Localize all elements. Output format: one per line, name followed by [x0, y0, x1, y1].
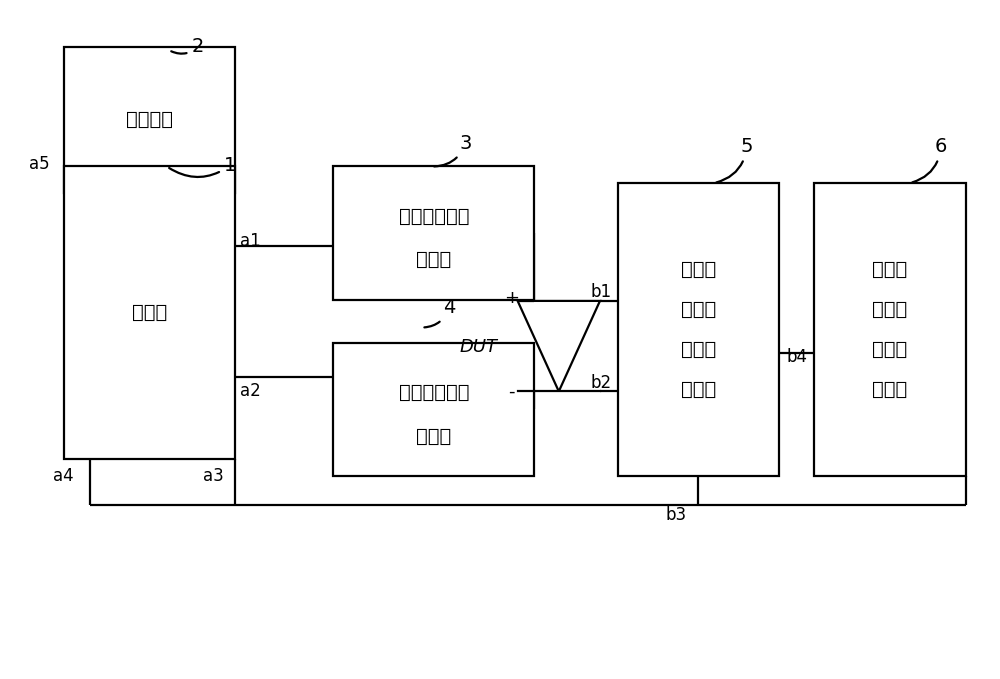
- Text: b2: b2: [591, 374, 612, 392]
- Bar: [814, 183, 966, 476]
- Text: a4: a4: [53, 467, 74, 485]
- Text: 显示单元: 显示单元: [126, 111, 173, 130]
- Text: 源电路: 源电路: [416, 250, 451, 269]
- Text: 态电流: 态电流: [681, 300, 716, 319]
- Text: -: -: [509, 383, 515, 401]
- Text: 源电路: 源电路: [416, 426, 451, 445]
- Text: a2: a2: [240, 382, 261, 400]
- Text: a1: a1: [240, 232, 261, 250]
- Text: 1: 1: [169, 155, 237, 177]
- Text: 4: 4: [424, 298, 455, 327]
- Text: 开关瞬: 开关瞬: [872, 260, 907, 279]
- Text: a3: a3: [203, 467, 224, 485]
- Text: a5: a5: [29, 155, 49, 174]
- Text: 测电路: 测电路: [681, 380, 716, 399]
- Text: 2: 2: [171, 37, 204, 56]
- Text: 理电路: 理电路: [872, 380, 907, 399]
- Text: 3: 3: [434, 134, 472, 166]
- Text: 态电流: 态电流: [872, 300, 907, 319]
- Bar: [64, 47, 235, 193]
- Text: b3: b3: [666, 506, 687, 524]
- Bar: [64, 166, 235, 459]
- Text: 阻断脉冲电压: 阻断脉冲电压: [399, 383, 469, 402]
- Bar: [333, 343, 534, 476]
- Text: 高频脉冲电流: 高频脉冲电流: [399, 207, 469, 226]
- Text: DUT: DUT: [459, 339, 497, 356]
- Text: 信号处: 信号处: [872, 340, 907, 359]
- Text: +: +: [504, 289, 519, 307]
- Bar: [333, 166, 534, 299]
- Text: 波形检: 波形检: [681, 340, 716, 359]
- Text: 单片机: 单片机: [132, 304, 167, 323]
- Bar: [618, 183, 779, 476]
- Text: b4: b4: [786, 348, 807, 367]
- Text: b1: b1: [591, 283, 612, 301]
- Text: 开关瞬: 开关瞬: [681, 260, 716, 279]
- Text: 5: 5: [716, 137, 753, 183]
- Text: 6: 6: [912, 137, 947, 183]
